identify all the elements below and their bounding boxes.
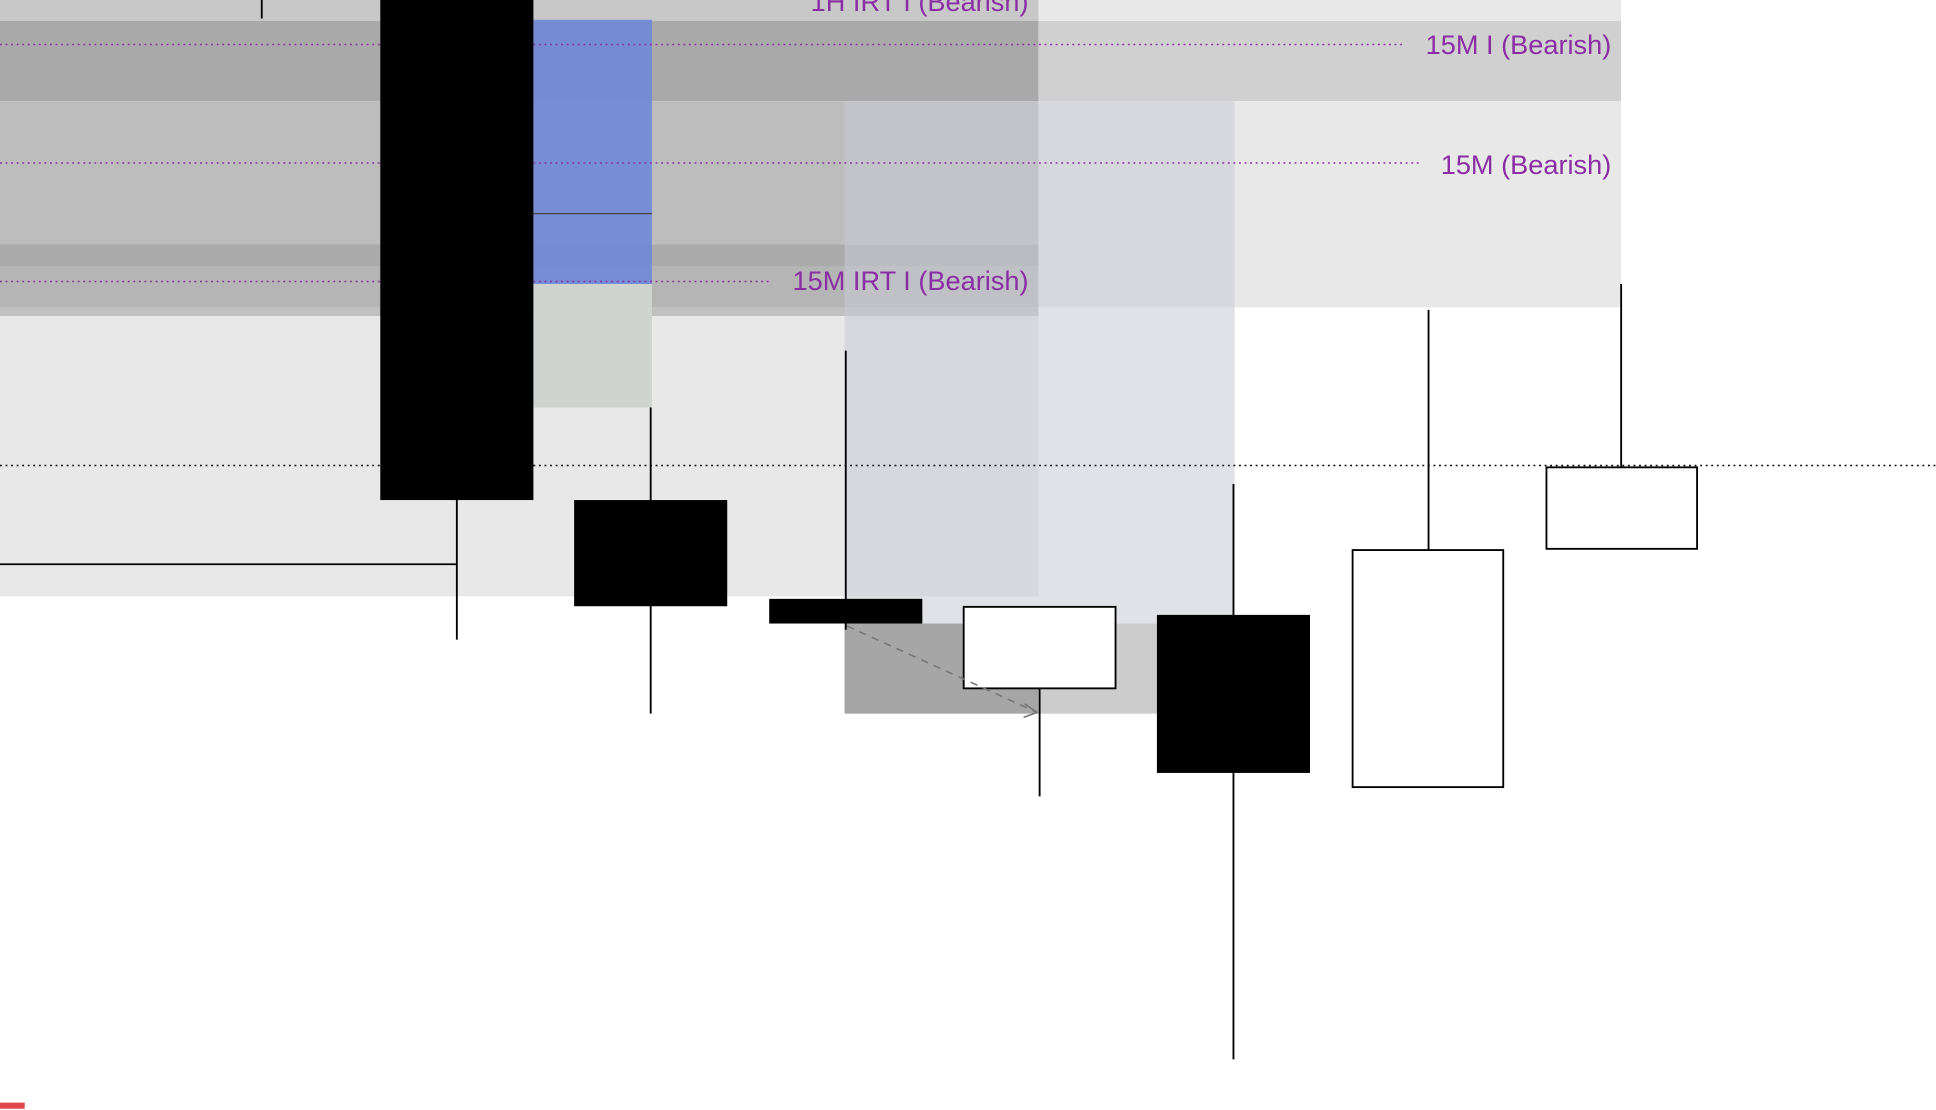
candle-body xyxy=(769,598,923,624)
arrow-head xyxy=(1023,703,1039,719)
zone-label: 15M IRT I (Bearish) xyxy=(793,265,1029,296)
zone-label: 15M (Bearish) xyxy=(1441,149,1612,180)
marker xyxy=(0,1102,25,1109)
candle-body xyxy=(574,500,728,607)
candle-body xyxy=(1156,614,1311,773)
zone-green xyxy=(533,283,652,408)
zone-label: 1H IRT I (Bearish) xyxy=(811,0,1029,17)
candle-body xyxy=(380,0,534,501)
candle-body xyxy=(1545,466,1699,550)
zone-overlay xyxy=(844,101,1235,624)
candle-body xyxy=(962,605,1117,690)
zone-label: 15M I (Bearish) xyxy=(1426,29,1612,60)
candle-body xyxy=(1351,549,1505,789)
zone-blue xyxy=(533,19,652,284)
